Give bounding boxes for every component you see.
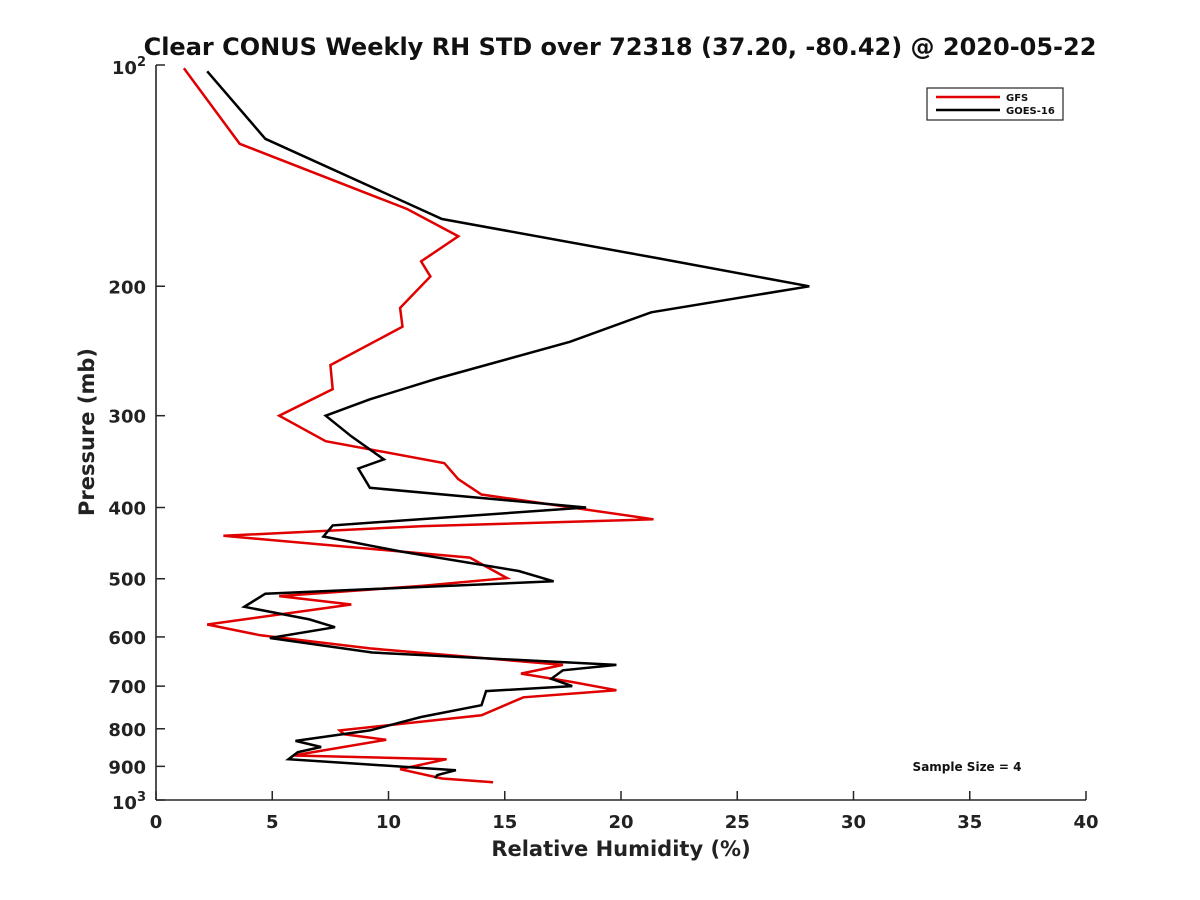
y-tick-label: 300 [108,407,146,428]
x-tick-label: 0 [150,812,163,833]
y-tick-label: 103 [112,790,146,814]
sample-size-annotation: Sample Size = 4 [913,760,1022,774]
x-ticks: 0 5 10 15 20 25 30 35 40 [150,791,1099,833]
x-tick-label: 35 [957,812,982,833]
legend-label-gfs: GFS [1006,93,1028,104]
series-group [182,67,810,784]
y-tick-label: 400 [108,499,146,520]
x-tick-label: 40 [1073,812,1098,833]
x-axis-label: Relative Humidity (%) [491,837,750,861]
y-ticks: 102 200 300 400 500 600 700 800 900 103 [108,55,165,814]
x-tick-label: 25 [725,812,750,833]
y-tick-label: 200 [108,277,146,298]
x-tick-label: 15 [492,812,517,833]
series-line-goes16 [206,70,810,779]
legend-box [926,87,1064,121]
y-tick-label: 500 [108,570,146,591]
series-line-gfs [182,67,654,784]
y-axis-label: Pressure (mb) [75,348,99,516]
x-tick-label: 10 [376,812,401,833]
plot-area [156,65,1086,800]
chart-title: Clear CONUS Weekly RH STD over 72318 (37… [144,33,1097,61]
y-tick-label: 800 [108,720,146,741]
x-tick-label: 5 [266,812,279,833]
legend-label-goes16: GOES-16 [1006,106,1055,117]
y-tick-label: 900 [108,757,146,778]
y-tick-label: 102 [112,55,146,79]
legend: GFS GOES-16 [926,87,1064,121]
x-tick-label: 20 [608,812,633,833]
y-tick-label: 600 [108,628,146,649]
y-tick-label: 700 [108,677,146,698]
x-tick-label: 30 [841,812,866,833]
